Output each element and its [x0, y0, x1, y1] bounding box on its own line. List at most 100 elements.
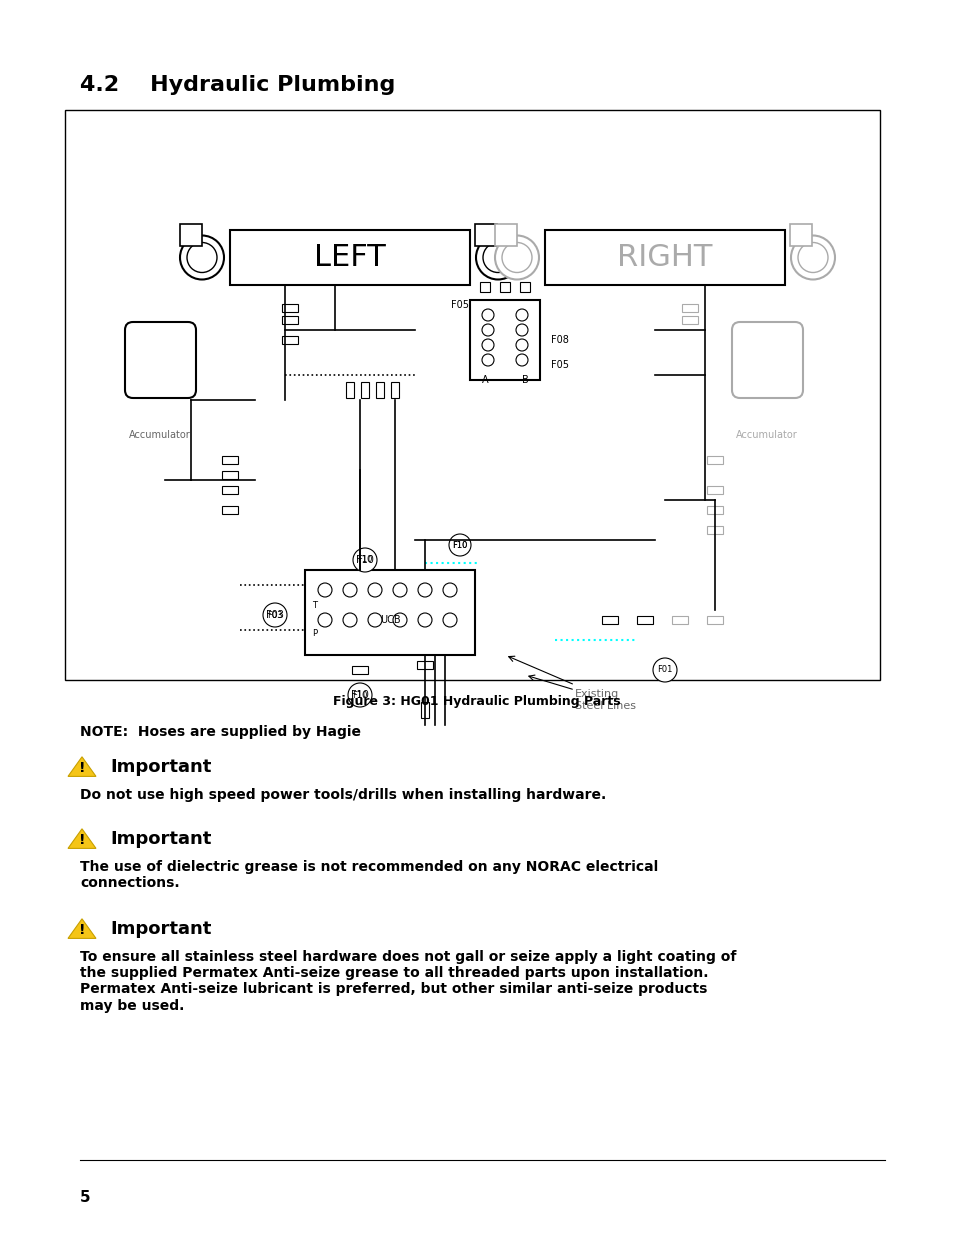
Bar — [681, 304, 698, 312]
Circle shape — [516, 338, 527, 351]
Text: B: B — [521, 375, 528, 385]
Circle shape — [417, 613, 432, 627]
Bar — [706, 526, 722, 534]
Circle shape — [516, 309, 527, 321]
FancyBboxPatch shape — [731, 322, 802, 398]
Text: F08: F08 — [551, 335, 568, 345]
Bar — [282, 336, 297, 345]
Text: F10: F10 — [351, 690, 369, 700]
Bar — [352, 666, 368, 674]
Text: F03: F03 — [266, 610, 284, 620]
Bar — [360, 382, 369, 398]
Bar — [222, 487, 237, 494]
Bar — [420, 701, 429, 718]
Text: F10: F10 — [352, 690, 367, 699]
Text: Existing
Steel Lines: Existing Steel Lines — [575, 689, 636, 711]
Circle shape — [353, 548, 376, 572]
Polygon shape — [68, 757, 96, 777]
Circle shape — [368, 613, 381, 627]
Text: Figure 3: HG01 Hydraulic Plumbing Parts: Figure 3: HG01 Hydraulic Plumbing Parts — [333, 695, 620, 708]
Text: F10: F10 — [452, 541, 467, 550]
Bar — [222, 506, 237, 514]
Text: The use of dielectric grease is not recommended on any NORAC electrical
connecti: The use of dielectric grease is not reco… — [80, 860, 658, 890]
Circle shape — [348, 683, 372, 706]
Circle shape — [343, 583, 356, 597]
Text: Important: Important — [110, 920, 212, 939]
Bar — [601, 616, 618, 624]
Bar — [470, 300, 539, 380]
Bar — [222, 456, 237, 464]
Text: F05: F05 — [551, 359, 568, 370]
Bar — [681, 316, 698, 324]
Bar — [519, 282, 530, 291]
Text: F03: F03 — [267, 610, 282, 620]
Ellipse shape — [501, 242, 532, 273]
Text: Accumulator: Accumulator — [736, 430, 797, 440]
Text: NOTE:  Hoses are supplied by Hagie: NOTE: Hoses are supplied by Hagie — [80, 725, 360, 739]
Bar — [416, 661, 433, 669]
Circle shape — [317, 613, 332, 627]
Bar — [391, 382, 398, 398]
Bar — [346, 382, 354, 398]
Bar — [222, 471, 237, 479]
Circle shape — [442, 613, 456, 627]
Ellipse shape — [476, 236, 519, 279]
Polygon shape — [68, 919, 96, 939]
Bar — [305, 571, 475, 655]
Text: P: P — [313, 629, 317, 637]
Text: 5: 5 — [80, 1191, 91, 1205]
Circle shape — [343, 613, 356, 627]
Ellipse shape — [797, 242, 827, 273]
Text: RIGHT: RIGHT — [617, 243, 712, 272]
Text: !: ! — [79, 923, 85, 937]
Bar — [65, 110, 879, 680]
Bar — [375, 382, 384, 398]
Circle shape — [449, 534, 471, 556]
Text: To ensure all stainless steel hardware does not gall or seize apply a light coat: To ensure all stainless steel hardware d… — [80, 950, 736, 1013]
Bar — [479, 282, 490, 291]
Text: Important: Important — [110, 830, 212, 848]
Circle shape — [481, 309, 494, 321]
Bar — [282, 316, 297, 324]
Text: F10: F10 — [452, 541, 467, 550]
Bar — [637, 616, 652, 624]
Circle shape — [516, 324, 527, 336]
Bar — [706, 456, 722, 464]
Bar — [475, 224, 497, 246]
Text: T: T — [313, 600, 317, 610]
Text: A: A — [481, 375, 488, 385]
Polygon shape — [68, 829, 96, 848]
Circle shape — [481, 338, 494, 351]
Circle shape — [317, 583, 332, 597]
Circle shape — [263, 603, 287, 627]
Bar — [706, 487, 722, 494]
Bar — [671, 616, 687, 624]
Text: 4.2    Hydraulic Plumbing: 4.2 Hydraulic Plumbing — [80, 75, 395, 95]
Circle shape — [442, 583, 456, 597]
Text: F05: F05 — [451, 300, 469, 310]
Bar — [180, 224, 202, 246]
Text: Important: Important — [110, 758, 212, 776]
Bar — [789, 224, 811, 246]
FancyBboxPatch shape — [125, 322, 195, 398]
Circle shape — [516, 354, 527, 366]
Ellipse shape — [180, 236, 224, 279]
Circle shape — [417, 583, 432, 597]
Circle shape — [481, 354, 494, 366]
FancyBboxPatch shape — [230, 230, 470, 285]
FancyBboxPatch shape — [544, 230, 784, 285]
Bar — [495, 224, 517, 246]
Text: F10: F10 — [355, 555, 374, 564]
Text: F10: F10 — [357, 556, 373, 564]
Ellipse shape — [187, 242, 216, 273]
Circle shape — [368, 583, 381, 597]
Text: Accumulator: Accumulator — [129, 430, 191, 440]
Circle shape — [652, 658, 677, 682]
Ellipse shape — [482, 242, 513, 273]
Text: LEFT: LEFT — [314, 243, 385, 272]
Circle shape — [393, 583, 407, 597]
Ellipse shape — [495, 236, 538, 279]
Bar — [282, 304, 297, 312]
Circle shape — [393, 613, 407, 627]
Circle shape — [481, 324, 494, 336]
